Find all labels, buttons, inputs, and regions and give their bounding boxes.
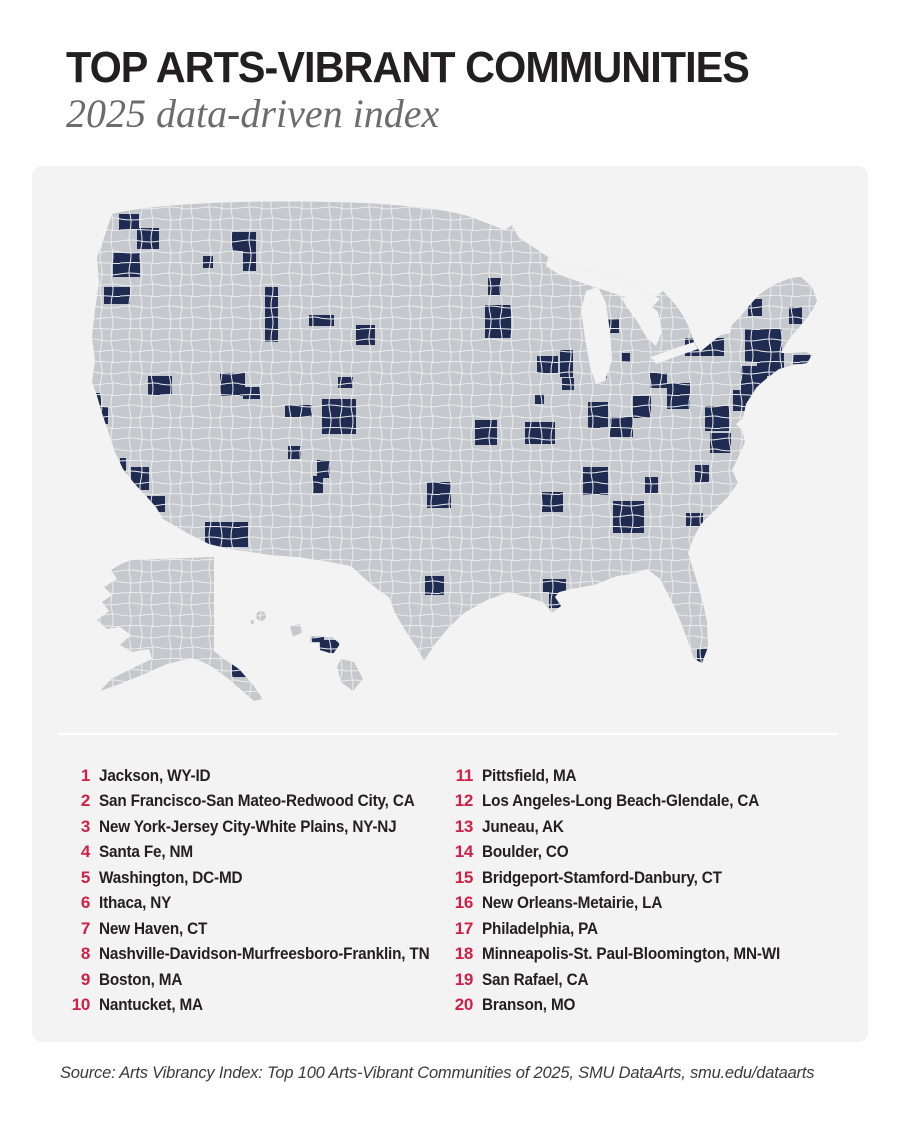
rank-number: 16 (454, 893, 474, 913)
rank-number: 18 (454, 944, 474, 964)
list-item: 17 Philadelphia, PA (451, 916, 813, 942)
rank-number: 13 (454, 816, 474, 836)
list-item: 19 San Rafael, CA (451, 967, 813, 993)
community-label: Minneapolis-St. Paul-Bloomington, MN-WI (482, 944, 781, 964)
rank-number: 5 (80, 867, 90, 887)
list-item: 7 New Haven, CT (68, 916, 466, 942)
land-group (92, 201, 817, 701)
community-label: Ithaca, NY (99, 893, 172, 913)
divider-line (58, 733, 838, 735)
list-item: 10 Nantucket, MA (68, 993, 466, 1019)
community-label: Juneau, AK (482, 816, 564, 836)
list-item: 15 Bridgeport-Stamford-Danbury, CT (451, 865, 813, 891)
community-label: New Haven, CT (99, 918, 208, 938)
community-label: Pittsfield, MA (482, 765, 577, 785)
rank-number: 14 (454, 842, 474, 862)
rank-number: 3 (80, 816, 90, 836)
community-label: San Francisco-San Mateo-Redwood City, CA (99, 791, 415, 811)
rank-number: 2 (80, 791, 90, 811)
page-title: TOP ARTS-VIBRANT COMMUNITIES (66, 43, 750, 92)
list-item: 3 New York-Jersey City-White Plains, NY-N… (68, 814, 466, 840)
list-item: 20 Branson, MO (451, 993, 813, 1019)
lake-erie (651, 342, 698, 364)
rank-number: 20 (454, 995, 474, 1015)
list-item: 18 Minneapolis-St. Paul-Bloomington, MN-W… (451, 942, 813, 968)
list-item: 4 Santa Fe, NM (68, 840, 466, 866)
list-item: 8 Nashville-Davidson-Murfreesboro-Frankli… (68, 942, 466, 968)
usa-county-map (92, 201, 817, 701)
rank-number: 6 (80, 893, 90, 913)
list-item: 1 Jackson, WY-ID (68, 763, 466, 789)
community-label: Nantucket, MA (99, 995, 203, 1015)
community-label: New Orleans-Metairie, LA (482, 893, 663, 913)
community-label: Boston, MA (99, 969, 183, 989)
list-item: 13 Juneau, AK (451, 814, 813, 840)
list-column-left: 1 Jackson, WY-ID 2 San Francisco-San Mateo… (68, 763, 466, 1018)
community-label: San Rafael, CA (482, 969, 589, 989)
community-label: Branson, MO (482, 995, 576, 1015)
rank-number: 7 (80, 918, 90, 938)
list-item: 11 Pittsfield, MA (451, 763, 813, 789)
rank-number: 11 (455, 765, 474, 785)
community-label: New York-Jersey City-White Plains, NY-NJ (99, 816, 397, 836)
rank-number: 1 (80, 765, 90, 785)
community-label: Los Angeles-Long Beach-Glendale, CA (482, 791, 760, 811)
rank-number: 12 (454, 791, 474, 811)
lake-huron (621, 297, 662, 346)
rank-number: 9 (80, 969, 90, 989)
community-label: Jackson, WY-ID (99, 765, 211, 785)
community-label: Philadelphia, PA (482, 918, 598, 938)
community-label: Boulder, CO (482, 842, 569, 862)
list-item: 14 Boulder, CO (451, 840, 813, 866)
source-note: Source: Arts Vibrancy Index: Top 100 Art… (60, 1063, 815, 1082)
list-item: 5 Washington, DC-MD (68, 865, 466, 891)
community-label: Bridgeport-Stamford-Danbury, CT (482, 867, 722, 887)
list-column-right: 11 Pittsfield, MA 12 Los Angeles-Long Beac… (451, 763, 813, 1018)
rank-number: 10 (71, 995, 91, 1015)
community-label: Santa Fe, NM (99, 842, 193, 862)
list-item: 9 Boston, MA (68, 967, 466, 993)
community-label: Nashville-Davidson-Murfreesboro-Franklin… (99, 944, 430, 964)
county-grid-texture (92, 201, 817, 701)
rank-number: 17 (454, 918, 474, 938)
rank-number: 8 (80, 944, 90, 964)
list-item: 2 San Francisco-San Mateo-Redwood City, C… (68, 789, 466, 815)
rank-number: 15 (454, 867, 474, 887)
community-label: Washington, DC-MD (99, 867, 243, 887)
lake-michigan (581, 287, 612, 384)
rank-number: 19 (454, 969, 474, 989)
page-subtitle: 2025 data-driven index (66, 91, 440, 136)
list-item: 16 New Orleans-Metairie, LA (451, 891, 813, 917)
list-item: 6 Ithaca, NY (68, 891, 466, 917)
list-item: 12 Los Angeles-Long Beach-Glendale, CA (451, 789, 813, 815)
rank-number: 4 (80, 842, 90, 862)
